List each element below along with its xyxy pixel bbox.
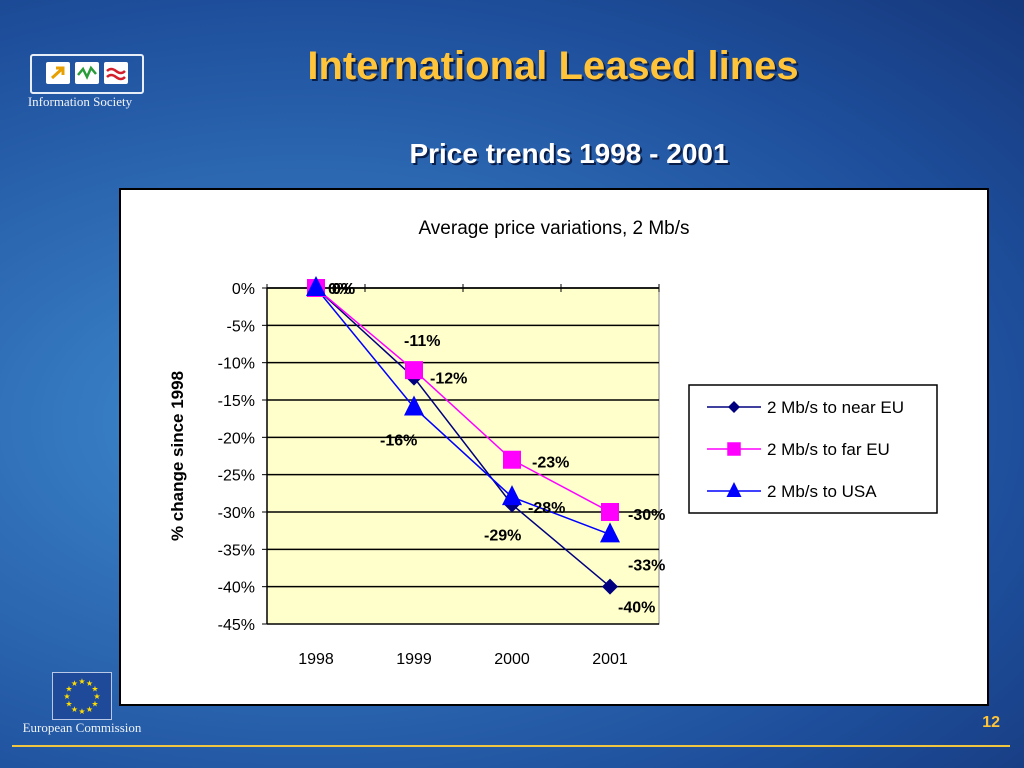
eu-star-icon: ★ (65, 700, 72, 709)
y-tick-label: -30% (218, 505, 255, 522)
eu-star-icon: ★ (71, 679, 78, 688)
information-society-logo-frame (30, 54, 144, 94)
eu-star-icon: ★ (63, 692, 70, 701)
data-label: 0% (332, 281, 355, 298)
x-tick-label: 2000 (494, 651, 530, 668)
data-label: -23% (532, 455, 569, 472)
y-tick-label: -40% (218, 580, 255, 597)
page-title: International Leased lines (307, 44, 799, 88)
data-point-0 (602, 578, 618, 595)
y-tick-label: -45% (218, 617, 255, 634)
y-tick-label: -10% (218, 356, 255, 373)
chart-container: Average price variations, 2 Mb/s 0% -5% -10… (119, 188, 989, 706)
data-label: -12% (430, 371, 467, 388)
data-label: -40% (618, 600, 655, 617)
data-point-2 (306, 276, 326, 296)
information-society-text: Information Society (27, 94, 133, 109)
page-subtitle: Price trends 1998 - 2001 (409, 138, 729, 169)
eu-star-icon: ★ (78, 707, 85, 716)
legend-label-2: 2 Mb/s to USA (767, 482, 877, 501)
data-label: 0% (332, 281, 355, 298)
price-variation-chart: Average price variations, 2 Mb/s 0% -5% -10… (168, 218, 938, 668)
y-tick-label: -15% (218, 393, 255, 410)
data-point-2 (502, 485, 522, 506)
information-society-logo: Information Society (14, 50, 146, 116)
series-line-0 (315, 287, 611, 588)
european-commission-text: European Commission (22, 720, 142, 735)
data-label: -33% (628, 557, 665, 574)
waves-icon (104, 62, 128, 84)
legend-label-0: 2 Mb/s to near EU (767, 398, 904, 417)
series-line-2 (315, 287, 611, 536)
wave-zigzag-icon (75, 62, 99, 84)
eu-star-icon: ★ (93, 692, 100, 701)
eu-star-icon: ★ (91, 700, 98, 709)
eu-star-icon: ★ (86, 705, 93, 714)
data-label: -28% (528, 500, 565, 517)
footer-divider (12, 745, 1010, 747)
x-tick-label: 1999 (396, 651, 432, 668)
eu-flag-icon: ★ ★ ★ ★ ★ ★ ★ ★ ★ ★ ★ ★ (52, 672, 112, 720)
legend-marker-2 (726, 482, 742, 497)
legend-label-1: 2 Mb/s to far EU (767, 440, 890, 459)
arrow-up-right-icon (46, 62, 70, 84)
chart-title: Average price variations, 2 Mb/s (418, 218, 689, 239)
plot-area (266, 287, 660, 625)
y-tick-label: -35% (218, 542, 255, 559)
y-axis-label: % change since 1998 (168, 371, 187, 541)
data-label: -16% (380, 432, 417, 449)
eu-star-icon: ★ (65, 685, 72, 694)
y-tick-label: 0% (232, 281, 255, 298)
data-point-2 (404, 395, 424, 416)
data-point-1 (503, 450, 521, 469)
data-label: -11% (404, 333, 440, 350)
data-label: -29% (484, 528, 521, 545)
x-tick-label: 2001 (592, 651, 628, 668)
legend-marker-1 (727, 442, 741, 456)
data-point-1 (601, 503, 619, 521)
series-line-1 (315, 287, 611, 513)
x-tick-label: 1998 (298, 651, 334, 668)
y-tick-label: -5% (227, 318, 255, 335)
data-point-1 (405, 361, 423, 380)
eu-star-icon: ★ (78, 677, 85, 686)
data-label: -30% (628, 507, 665, 524)
legend-marker-0 (728, 401, 740, 413)
y-tick-label: -25% (218, 468, 255, 485)
data-point-2 (600, 522, 620, 543)
page-number: 12 (982, 714, 1000, 731)
eu-star-icon: ★ (91, 685, 98, 694)
eu-star-icon: ★ (71, 705, 78, 714)
y-tick-label: -20% (218, 430, 255, 447)
data-label: 0% (328, 281, 351, 298)
european-commission-logo: ★ ★ ★ ★ ★ ★ ★ ★ ★ ★ ★ ★ European Commission (14, 672, 150, 740)
eu-star-icon: ★ (86, 679, 93, 688)
